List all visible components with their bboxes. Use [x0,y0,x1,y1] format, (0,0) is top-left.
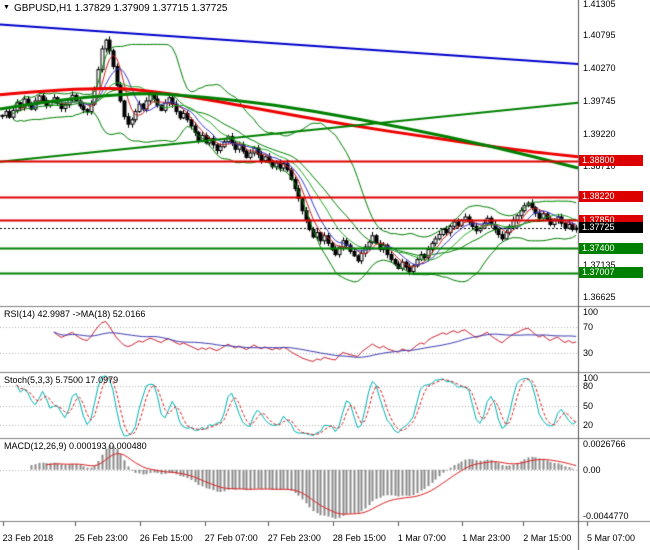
time-axis-label: 26 Feb 15:00 [139,533,193,543]
time-axis-label: 28 Feb 15:00 [332,533,386,543]
level-price-box: 1.38220 [579,191,643,203]
price-axis-tick-label: 1.39745 [583,96,616,107]
symbol-dropdown-icon[interactable]: ▼ [3,4,10,11]
indicator-axis-tick-label: -0.0044770 [583,511,629,521]
price-axis[interactable]: 1.41305 1.40795 1.40270 1.39745 1.39220 1.387… [579,0,650,550]
level-price-box: 1.38800 [579,155,643,167]
time-axis-label: 2 Mar 15:00 [523,533,572,543]
price-axis-tick-label: 1.40795 [583,30,616,41]
indicator-axis-tick-label: 100 [583,307,599,317]
price-axis-tick-label: 1.40270 [583,63,616,74]
level-price-box: 1.37400 [579,242,643,254]
indicator-axis-tick-label: 80 [583,381,594,391]
time-axis-label: 25 Feb 23:00 [74,533,128,543]
level-price-box: 1.37850 [579,214,643,226]
time-axis-label: 5 Mar 07:00 [586,533,635,543]
indicator-axis-tick-label: 20 [583,420,594,430]
current-price-box: 1.37725 [579,222,643,234]
time-axis-label: 1 Mar 23:00 [462,533,511,543]
price-axis-tick-label: 1.39220 [583,129,616,140]
time-axis-label: 23 Feb 2018 [2,533,54,543]
time-axis-label: 27 Feb 07:00 [204,533,258,543]
level-price-box: 1.37007 [579,267,643,279]
price-axis-tick-label: 1.38710 [583,161,616,172]
macd-panel-label: MACD(12,26,9) 0.000193 0.000480 [4,441,147,451]
price-axis-tick-label: 1.41305 [583,0,616,9]
indicator-axis-tick-label: 50 [583,400,594,411]
rsi-panel-label: RSI(14) 42.9987 ->MA(18) 52.0166 [4,309,146,319]
indicator-axis-tick-label: 100 [583,373,599,383]
time-axis-label: 27 Feb 23:00 [267,533,321,543]
price-axis-tick-label: 1.37135 [583,259,616,270]
time-axis[interactable]: 23 Feb 2018 25 Feb 23:00 26 Feb 15:00 27 Fe… [0,522,650,550]
indicator-axis-tick-label: 30 [583,347,594,358]
price-axis-tick-label: 1.36625 [583,291,616,302]
indicator-axis-tick-label: 0.00 [583,464,601,475]
time-axis-label: 1 Mar 07:00 [397,533,446,543]
stochastic-panel-label: Stoch(5,3,3) 5.7500 17.0979 [4,375,119,385]
symbol-ohlc-header: GBPUSD,H1 1.37829 1.37909 1.37715 1.3772… [14,3,228,14]
indicator-axis-tick-label: 0.0026766 [583,439,626,449]
indicator-axis-tick-label: 70 [583,321,594,332]
